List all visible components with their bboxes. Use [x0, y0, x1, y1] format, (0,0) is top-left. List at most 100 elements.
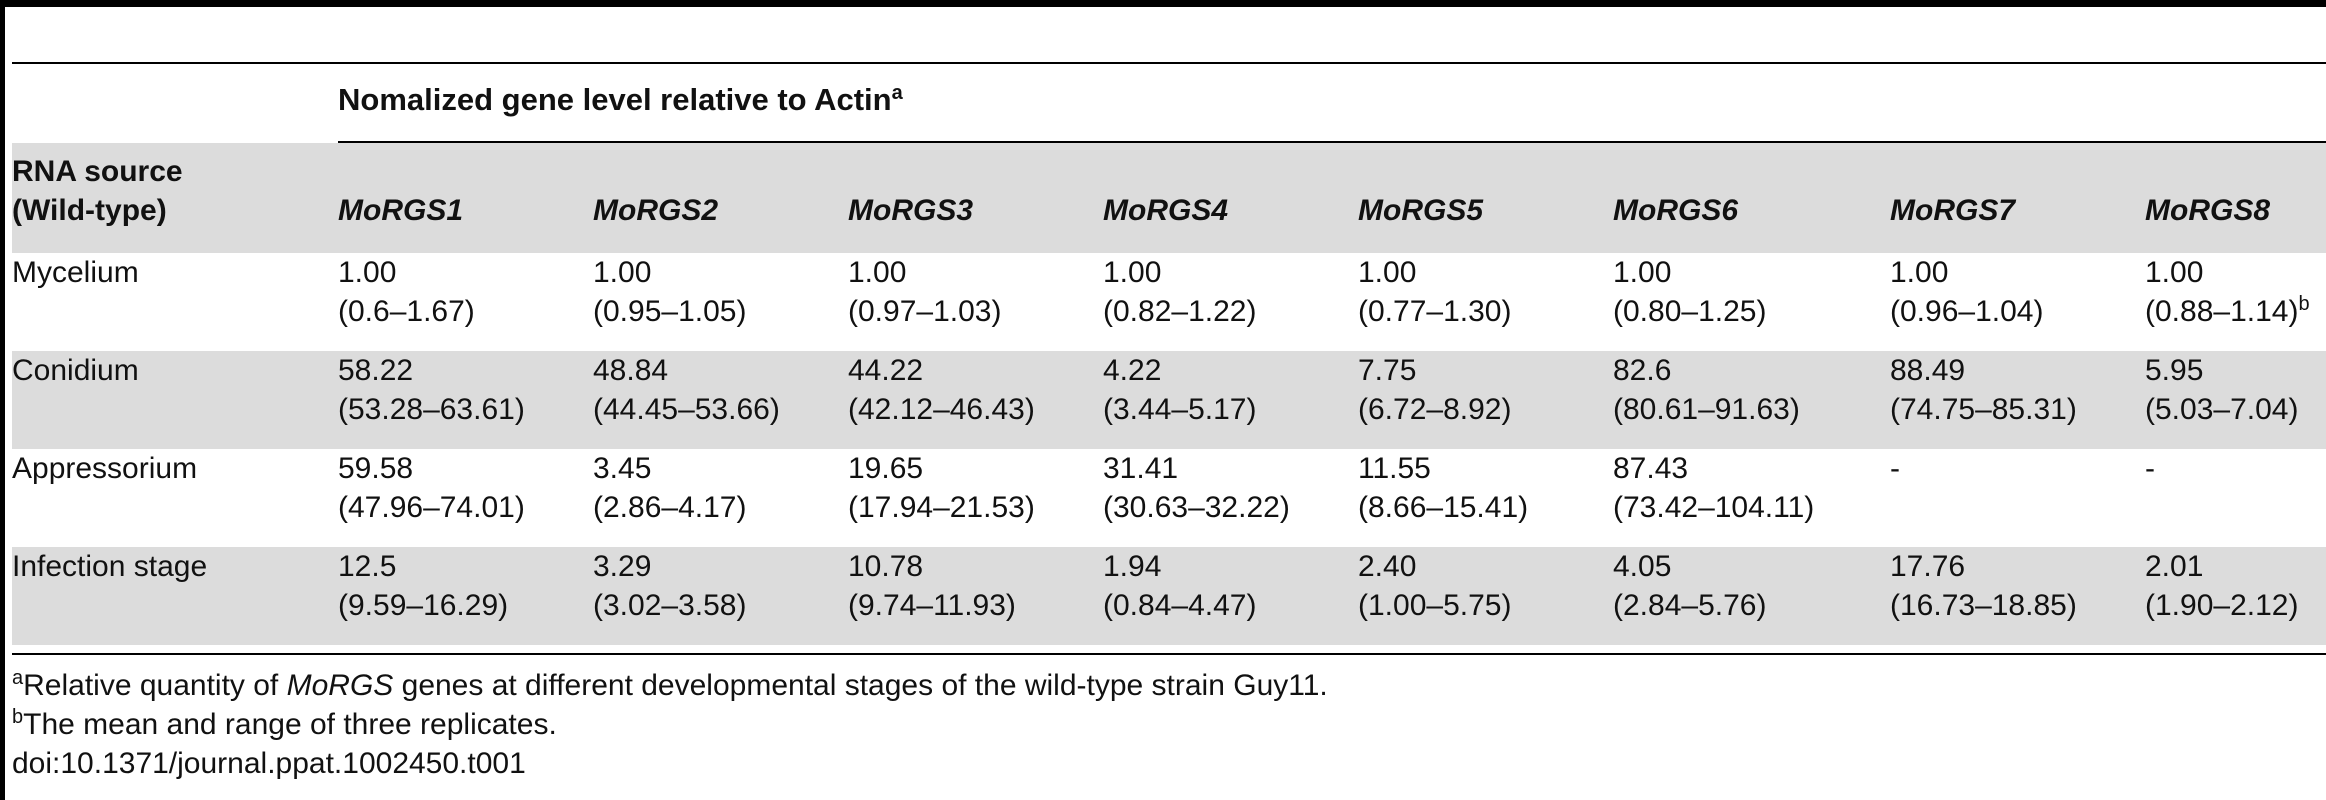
cell-value: 5.95: [2145, 354, 2204, 387]
cell-value: 31.41: [1103, 452, 1179, 485]
cell-value: 1.94: [1103, 550, 1162, 583]
rna-source-cell: Conidium: [12, 354, 139, 387]
cell-range: (17.94–21.53): [848, 491, 1035, 524]
cell-value: 1.00: [338, 256, 397, 289]
cell-range: (1.00–5.75): [1358, 589, 1512, 622]
rna-source-cell: Appressorium: [12, 452, 198, 485]
footnote-marker: b: [2298, 293, 2310, 315]
value-cell: 44.22 (42.12–46.43): [848, 351, 1103, 449]
value-cell: 59.58 (47.96–74.01): [338, 449, 593, 547]
cell-value: 88.49: [1890, 354, 1966, 387]
cell-range: (74.75–85.31): [1890, 393, 2077, 426]
value-cell: 1.00 (0.96–1.04): [1890, 253, 2145, 351]
cell-range: (47.96–74.01): [338, 491, 525, 524]
value-cell: 3.29 (3.02–3.58): [593, 547, 848, 645]
cell-range: (0.88–1.14): [2145, 295, 2299, 328]
value-cell: 2.01 (1.90–2.12): [2145, 547, 2326, 645]
cell-value: 4.05: [1613, 550, 1672, 583]
cell-value: 1.00: [593, 256, 652, 289]
cell-range: (0.6–1.67): [338, 295, 475, 328]
cell-value: 1.00: [1613, 256, 1672, 289]
footnote-a-text-start: Relative quantity of: [23, 669, 287, 702]
cell-range: (2.86–4.17): [593, 491, 747, 524]
value-cell: -: [2145, 449, 2326, 547]
footnote-a-text-end: genes at different developmental stages …: [393, 669, 1328, 702]
cell-range: (30.63–32.22): [1103, 491, 1290, 524]
value-cell: 1.00 (0.77–1.30): [1358, 253, 1613, 351]
cell-value: 17.76: [1890, 550, 1966, 583]
cell-value: 87.43: [1613, 452, 1689, 485]
cell-value: 12.5: [338, 550, 397, 583]
footnote-b-mark: b: [12, 706, 24, 728]
cell-range: (80.61–91.63): [1613, 393, 1800, 426]
table-footnotes: aRelative quantity of MoRGS genes at dif…: [12, 666, 1328, 783]
value-cell: 1.00 (0.97–1.03): [848, 253, 1103, 351]
top-border-rule: [0, 0, 2326, 7]
value-cell: 1.00 (0.6–1.67): [338, 253, 593, 351]
value-cell: 17.76 (16.73–18.85): [1890, 547, 2145, 645]
cell-range: (44.45–53.66): [593, 393, 780, 426]
cell-range: (2.84–5.76): [1613, 589, 1767, 622]
rna-source-cell: Infection stage: [12, 550, 208, 583]
cell-range: (9.59–16.29): [338, 589, 509, 622]
footnote-b-text: The mean and range of three replicates.: [23, 708, 557, 741]
cell-range: (6.72–8.92): [1358, 393, 1512, 426]
value-cell: 19.65 (17.94–21.53): [848, 449, 1103, 547]
column-group-header-note: a: [891, 82, 903, 104]
value-cell: 5.95 (5.03–7.04): [2145, 351, 2326, 449]
gene-header: MoRGS4: [1103, 194, 1229, 227]
cell-value: 82.6: [1613, 354, 1672, 387]
value-cell: 11.55 (8.66–15.41): [1358, 449, 1613, 547]
cell-value: 4.22: [1103, 354, 1162, 387]
cell-value: 1.00: [1890, 256, 1949, 289]
cell-range: (9.74–11.93): [848, 589, 1016, 622]
cell-value: 58.22: [338, 354, 414, 387]
cell-value: 1.00: [848, 256, 907, 289]
gene-header: MoRGS1: [338, 194, 464, 227]
cell-range: (0.80–1.25): [1613, 295, 1767, 328]
cell-value: 1.00: [1103, 256, 1162, 289]
cell-value: 2.01: [2145, 550, 2204, 583]
cell-value: 1.00: [1358, 256, 1417, 289]
value-cell: 7.75 (6.72–8.92): [1358, 351, 1613, 449]
value-cell: 1.00 (0.95–1.05): [593, 253, 848, 351]
value-cell: 48.84 (44.45–53.66): [593, 351, 848, 449]
value-cell: 4.22 (3.44–5.17): [1103, 351, 1358, 449]
value-cell: 1.94 (0.84–4.47): [1103, 547, 1358, 645]
value-cell: 31.41 (30.63–32.22): [1103, 449, 1358, 547]
cell-range: (0.82–1.22): [1103, 295, 1257, 328]
table-row: Mycelium 1.00 (0.6–1.67) 1.00 (0.95–1.05) …: [12, 253, 2326, 351]
value-cell: 87.43 (73.42–104.11): [1613, 449, 1890, 547]
footnote-a: aRelative quantity of MoRGS genes at dif…: [12, 666, 1328, 705]
cell-value: 1.00: [2145, 256, 2204, 289]
footnote-a-gene-name: MoRGS: [286, 669, 394, 702]
value-cell: 82.6 (80.61–91.63): [1613, 351, 1890, 449]
cell-range: (8.66–15.41): [1358, 491, 1529, 524]
value-cell: 2.40 (1.00–5.75): [1358, 547, 1613, 645]
value-cell: 3.45 (2.86–4.17): [593, 449, 848, 547]
gene-header: MoRGS3: [848, 194, 974, 227]
value-cell: 4.05 (2.84–5.76): [1613, 547, 1890, 645]
expression-table: RNA source (Wild-type) MoRGS1 MoRGS2 MoRG…: [12, 143, 2326, 645]
cell-range: (1.90–2.12): [2145, 589, 2299, 622]
cell-value: -: [2145, 452, 2155, 485]
table-row: Infection stage 12.5 (9.59–16.29) 3.29 (3.…: [12, 547, 2326, 645]
table-row: Appressorium 59.58 (47.96–74.01) 3.45 (2.8…: [12, 449, 2326, 547]
value-cell: -: [1890, 449, 2145, 547]
cell-value: 11.55: [1358, 452, 1431, 485]
cell-value: -: [1890, 452, 1900, 485]
cell-range: (0.77–1.30): [1358, 295, 1512, 328]
value-cell: 1.00 (0.88–1.14)b: [2145, 253, 2326, 351]
value-cell: 10.78 (9.74–11.93): [848, 547, 1103, 645]
value-cell: 1.00 (0.80–1.25): [1613, 253, 1890, 351]
cell-value: 10.78: [848, 550, 924, 583]
column-group-header: Nomalized gene level relative to Actina: [338, 82, 903, 118]
cell-value: 2.40: [1358, 550, 1417, 583]
cell-range: (16.73–18.85): [1890, 589, 2077, 622]
value-cell: 58.22 (53.28–63.61): [338, 351, 593, 449]
cell-value: 19.65: [848, 452, 924, 485]
cell-value: 3.29: [593, 550, 652, 583]
cell-range: (42.12–46.43): [848, 393, 1035, 426]
header-row: RNA source (Wild-type) MoRGS1 MoRGS2 MoRG…: [12, 143, 2326, 253]
value-cell: 12.5 (9.59–16.29): [338, 547, 593, 645]
